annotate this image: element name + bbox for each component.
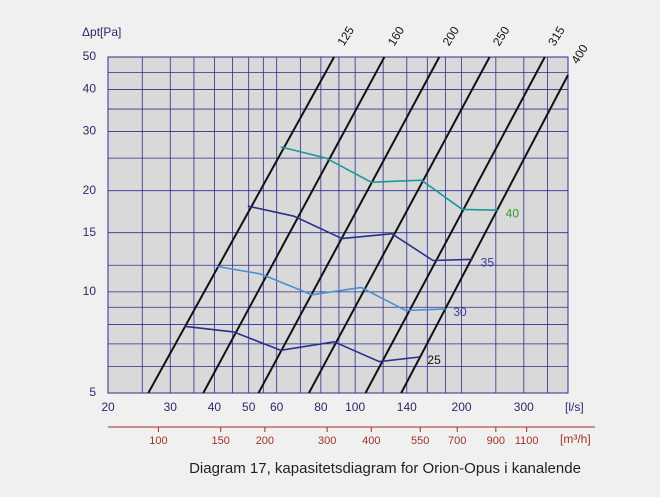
- x-tick-label: 80: [314, 400, 328, 414]
- y-axis-label: Δpt[Pa]: [82, 25, 121, 39]
- series-line: [202, 56, 386, 394]
- x2-tick-label: 1100: [515, 435, 539, 447]
- x-tick-label: 300: [514, 400, 534, 414]
- x-axis-label: [l/s]: [565, 400, 584, 414]
- series-line: [247, 205, 473, 262]
- series-line: [400, 74, 569, 394]
- x2-tick-label: 150: [212, 435, 230, 447]
- series-line: [280, 146, 498, 211]
- x-tick-label: 30: [164, 400, 178, 414]
- y-tick-label: 5: [89, 385, 96, 399]
- plot-border: [107, 56, 569, 394]
- y-tick-label: 30: [83, 124, 97, 138]
- x-tick-label: 100: [345, 400, 365, 414]
- x-tick-label: 140: [397, 400, 417, 414]
- series-label: 30: [453, 305, 467, 319]
- x2-tick-label: 400: [362, 435, 380, 447]
- series-line: [217, 265, 446, 312]
- x2-tick-label: 200: [256, 435, 274, 447]
- x-tick-label: 40: [208, 400, 222, 414]
- x2-tick-label: 300: [318, 435, 336, 447]
- x-tick-label: 200: [452, 400, 472, 414]
- x-tick-label: 60: [270, 400, 284, 414]
- x2-tick-label: 900: [487, 435, 505, 447]
- x2-tick-label: 100: [149, 435, 167, 447]
- series-line: [364, 56, 546, 394]
- series-line: [184, 325, 420, 363]
- series-line: [257, 56, 441, 394]
- x2-tick-label: 550: [411, 435, 429, 447]
- y-tick-label: 20: [83, 183, 97, 197]
- y-tick-label: 10: [83, 284, 97, 298]
- series-label: 40: [506, 206, 520, 220]
- x2-tick-label: 700: [448, 435, 466, 447]
- series-label: 25: [427, 353, 441, 367]
- caption: Diagram 17, kapasitetsdiagram for Orion-…: [189, 460, 581, 477]
- x-tick-label: 20: [101, 400, 115, 414]
- y-tick-label: 40: [83, 82, 97, 96]
- series-line: [147, 56, 335, 394]
- y-tick-label: 15: [83, 225, 97, 239]
- series-label: 35: [481, 255, 495, 269]
- x2-axis-label: [m³/h]: [560, 432, 591, 446]
- y-tick-label: 50: [83, 49, 97, 63]
- series-line: [308, 56, 491, 394]
- x-tick-label: 50: [242, 400, 256, 414]
